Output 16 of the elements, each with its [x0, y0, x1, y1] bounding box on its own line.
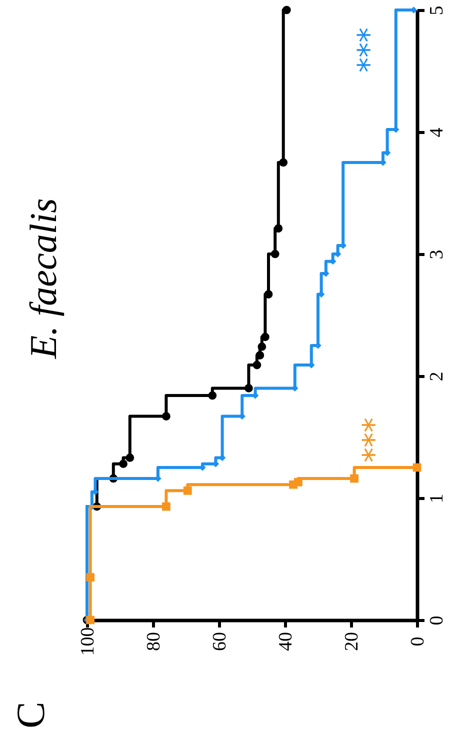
- x-tick-label: 100: [78, 627, 98, 656]
- y-tick-label: 2: [426, 372, 448, 382]
- y-tick-label: 4: [426, 127, 448, 138]
- annotation: ***: [357, 418, 392, 462]
- x-tick-label: 0: [408, 636, 428, 646]
- x-tick-label: 80: [144, 632, 164, 651]
- text: E. faecalis: [23, 198, 65, 360]
- x-tick-label: 20: [342, 632, 362, 651]
- y-tick-label: 1: [426, 494, 448, 504]
- y-tick-label: 5: [426, 6, 448, 16]
- annotation: ***: [352, 28, 387, 72]
- y-tick-label: 0: [426, 616, 448, 626]
- x-tick-label: 40: [276, 632, 296, 651]
- y-tick-label: 3: [426, 250, 448, 260]
- x-tick-label: 60: [210, 632, 230, 651]
- text: C: [8, 702, 53, 728]
